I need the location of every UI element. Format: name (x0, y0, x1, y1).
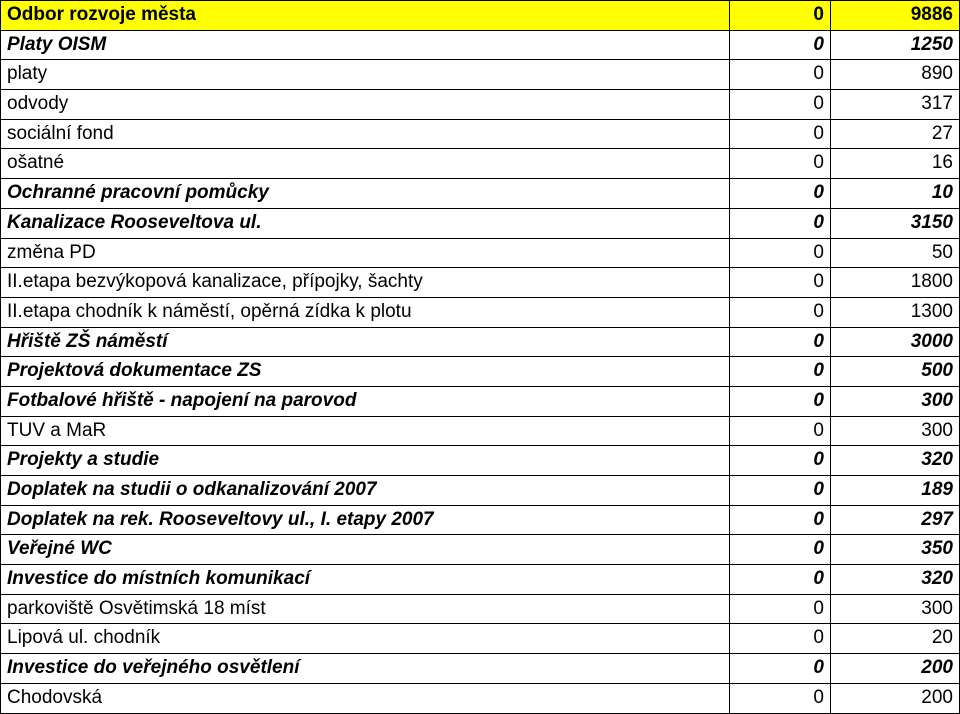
row-label: změna PD (1, 238, 730, 268)
row-value-a: 0 (730, 416, 831, 446)
row-value-a: 0 (730, 535, 831, 565)
row-label: Projekty a studie (1, 446, 730, 476)
row-label: II.etapa chodník k náměstí, opěrná zídka… (1, 297, 730, 327)
table-row: platy0890 (1, 60, 960, 90)
row-value-a: 0 (730, 386, 831, 416)
row-value-a: 0 (730, 90, 831, 120)
row-value-b: 890 (831, 60, 960, 90)
row-label: Chodovská (1, 683, 730, 713)
row-label: Doplatek na studii o odkanalizování 2007 (1, 476, 730, 506)
row-label: platy (1, 60, 730, 90)
row-value-b: 320 (831, 565, 960, 595)
row-value-a: 0 (730, 297, 831, 327)
row-value-a: 0 (730, 149, 831, 179)
row-value-b: 1250 (831, 30, 960, 60)
row-value-a: 0 (730, 446, 831, 476)
row-value-b: 1300 (831, 297, 960, 327)
row-value-a: 0 (730, 30, 831, 60)
table-row: Platy OISM01250 (1, 30, 960, 60)
row-label: Projektová dokumentace ZS (1, 357, 730, 387)
row-value-b: 3000 (831, 327, 960, 357)
row-label: Lipová ul. chodník (1, 624, 730, 654)
row-label: odvody (1, 90, 730, 120)
row-label: sociální fond (1, 119, 730, 149)
table-row: Investice do veřejného osvětlení0200 (1, 654, 960, 684)
table-row: Kanalizace Rooseveltova ul.03150 (1, 208, 960, 238)
row-value-b: 200 (831, 683, 960, 713)
row-label: Platy OISM (1, 30, 730, 60)
row-value-a: 0 (730, 357, 831, 387)
row-value-b: 3150 (831, 208, 960, 238)
row-value-b: 350 (831, 535, 960, 565)
table-row: Projektová dokumentace ZS0500 (1, 357, 960, 387)
table-row: II.etapa chodník k náměstí, opěrná zídka… (1, 297, 960, 327)
row-value-a: 0 (730, 179, 831, 209)
budget-table: Odbor rozvoje města09886Platy OISM01250p… (0, 0, 960, 714)
row-value-b: 16 (831, 149, 960, 179)
row-value-a: 0 (730, 238, 831, 268)
row-value-b: 317 (831, 90, 960, 120)
row-label: Fotbalové hřiště - napojení na parovod (1, 386, 730, 416)
row-value-b: 300 (831, 386, 960, 416)
row-value-b: 50 (831, 238, 960, 268)
row-value-b: 9886 (831, 1, 960, 31)
row-value-a: 0 (730, 683, 831, 713)
row-value-b: 10 (831, 179, 960, 209)
row-value-a: 0 (730, 268, 831, 298)
table-row: Veřejné WC0350 (1, 535, 960, 565)
row-value-b: 297 (831, 505, 960, 535)
row-value-a: 0 (730, 208, 831, 238)
table-row: sociální fond027 (1, 119, 960, 149)
table-row: Projekty a studie0320 (1, 446, 960, 476)
row-label: Doplatek na rek. Rooseveltovy ul., I. et… (1, 505, 730, 535)
row-value-b: 200 (831, 654, 960, 684)
row-value-b: 300 (831, 416, 960, 446)
table-row: Ochranné pracovní pomůcky010 (1, 179, 960, 209)
row-value-b: 320 (831, 446, 960, 476)
row-label: Kanalizace Rooseveltova ul. (1, 208, 730, 238)
row-label: Investice do místních komunikací (1, 565, 730, 595)
row-label: Hřiště ZŠ náměstí (1, 327, 730, 357)
table-row: TUV a MaR0300 (1, 416, 960, 446)
table-row: parkoviště Osvětimská 18 míst0300 (1, 594, 960, 624)
row-value-b: 300 (831, 594, 960, 624)
table-row: odvody0317 (1, 90, 960, 120)
row-value-a: 0 (730, 654, 831, 684)
table-row: Doplatek na studii o odkanalizování 2007… (1, 476, 960, 506)
row-value-a: 0 (730, 119, 831, 149)
row-value-a: 0 (730, 60, 831, 90)
row-value-a: 0 (730, 565, 831, 595)
row-value-b: 1800 (831, 268, 960, 298)
row-value-a: 0 (730, 1, 831, 31)
table-row: Fotbalové hřiště - napojení na parovod03… (1, 386, 960, 416)
table-row: Hřiště ZŠ náměstí03000 (1, 327, 960, 357)
row-value-a: 0 (730, 624, 831, 654)
row-value-b: 189 (831, 476, 960, 506)
row-label: II.etapa bezvýkopová kanalizace, přípojk… (1, 268, 730, 298)
table-row: Odbor rozvoje města09886 (1, 1, 960, 31)
row-value-a: 0 (730, 327, 831, 357)
table-row: Investice do místních komunikací0320 (1, 565, 960, 595)
row-value-a: 0 (730, 594, 831, 624)
row-value-b: 20 (831, 624, 960, 654)
row-value-b: 27 (831, 119, 960, 149)
table-row: Chodovská0200 (1, 683, 960, 713)
row-value-b: 500 (831, 357, 960, 387)
row-value-a: 0 (730, 476, 831, 506)
table-row: změna PD050 (1, 238, 960, 268)
row-label: Investice do veřejného osvětlení (1, 654, 730, 684)
row-label: parkoviště Osvětimská 18 míst (1, 594, 730, 624)
table-row: ošatné016 (1, 149, 960, 179)
table-row: Doplatek na rek. Rooseveltovy ul., I. et… (1, 505, 960, 535)
row-label: ošatné (1, 149, 730, 179)
row-label: Odbor rozvoje města (1, 1, 730, 31)
row-label: Ochranné pracovní pomůcky (1, 179, 730, 209)
row-label: TUV a MaR (1, 416, 730, 446)
table-row: II.etapa bezvýkopová kanalizace, přípojk… (1, 268, 960, 298)
row-label: Veřejné WC (1, 535, 730, 565)
row-value-a: 0 (730, 505, 831, 535)
table-row: Lipová ul. chodník020 (1, 624, 960, 654)
